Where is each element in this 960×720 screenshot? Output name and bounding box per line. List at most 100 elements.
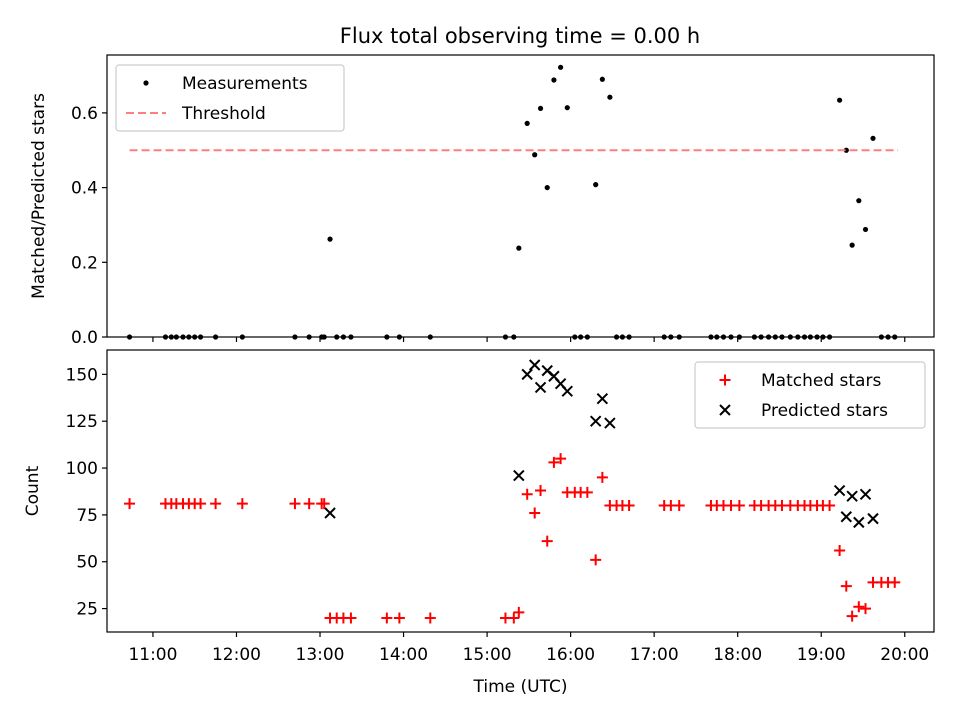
data-point — [541, 535, 553, 547]
data-point — [581, 486, 593, 498]
data-point — [589, 415, 602, 427]
data-point — [867, 512, 879, 525]
legend-label: Measurements — [182, 74, 308, 94]
bottom-axes-frame — [106, 349, 935, 633]
x-tick-label: 17:00 — [630, 645, 679, 665]
y-tick-label: 75 — [76, 506, 98, 526]
legend-marker — [143, 80, 149, 86]
data-point — [195, 498, 207, 510]
data-point — [393, 612, 405, 624]
data-point — [124, 498, 136, 510]
data-point — [834, 544, 846, 556]
x-tick-label: 11:00 — [128, 645, 177, 665]
data-point — [859, 488, 872, 500]
y-tick-label: 50 — [76, 553, 98, 573]
data-point — [564, 105, 570, 111]
data-point — [381, 612, 393, 624]
data-point — [524, 120, 530, 126]
data-point — [862, 226, 869, 233]
x-tick-label: 19:00 — [797, 645, 846, 665]
data-point — [849, 242, 855, 248]
data-point — [596, 471, 608, 483]
data-point — [534, 381, 547, 394]
data-point — [853, 601, 865, 613]
data-point — [557, 64, 564, 70]
x-tick-label: 20:00 — [880, 645, 929, 665]
data-point — [837, 97, 843, 103]
bottom-legend: Matched stars Predicted stars — [694, 361, 926, 429]
data-point — [537, 105, 544, 112]
data-point — [303, 498, 315, 510]
legend-box — [694, 361, 926, 429]
legend-label: Threshold — [181, 104, 266, 124]
data-point — [532, 152, 538, 158]
x-tick-label: 13:00 — [296, 645, 345, 665]
data-point — [607, 94, 613, 100]
y-tick-label: 0.6 — [71, 104, 98, 124]
panel-ratio: 0.0 0.2 0.4 0.6 Matched/Predicted stars Measu… — [29, 54, 935, 348]
y-tick-label: 125 — [66, 412, 98, 432]
data-point — [548, 456, 560, 468]
bottom-y-axis-label: Count — [23, 465, 43, 516]
data-point — [870, 135, 876, 141]
data-point — [555, 453, 567, 465]
y-tick-label: 25 — [76, 600, 98, 620]
data-point — [327, 236, 333, 242]
data-point — [551, 77, 557, 83]
data-point — [324, 507, 336, 519]
y-tick-label: 0.2 — [71, 253, 98, 273]
top-series-measurements — [126, 64, 898, 340]
legend-marker — [719, 374, 731, 386]
data-point — [824, 500, 836, 512]
legend-label: Predicted stars — [761, 401, 888, 421]
data-point — [590, 554, 602, 566]
chart-title: Flux total observing time = 0.00 h — [340, 24, 700, 48]
data-point — [593, 182, 599, 188]
data-point — [289, 498, 301, 510]
data-point — [424, 612, 436, 624]
data-point — [846, 490, 858, 502]
data-point — [516, 245, 522, 251]
legend-box — [115, 64, 345, 132]
data-point — [604, 417, 616, 429]
x-tick-label: 12:00 — [212, 645, 261, 665]
legend-label: Matched stars — [761, 371, 881, 391]
top-y-axis-label: Matched/Predicted stars — [29, 93, 49, 299]
data-point — [508, 612, 520, 624]
top-legend: Measurements Threshold — [115, 64, 345, 132]
data-point — [544, 184, 550, 191]
data-point — [833, 484, 846, 497]
data-point — [856, 198, 862, 204]
data-point — [889, 576, 901, 588]
y-tick-label: 150 — [66, 365, 98, 385]
data-point — [236, 498, 248, 510]
data-point — [561, 385, 573, 397]
x-tick-label: 16:00 — [546, 645, 595, 665]
x-axis-label: Time (UTC) — [473, 677, 568, 697]
panel-counts: 25 50 75 100 125 150 11:00 12:00 13:00 14:00 15:00… — [23, 349, 935, 697]
x-tick-label: 15:00 — [463, 645, 512, 665]
top-axes-frame — [106, 54, 935, 338]
data-point — [210, 498, 222, 510]
data-point — [846, 610, 858, 622]
data-point — [596, 393, 609, 405]
y-tick-label: 100 — [66, 459, 98, 479]
data-point — [513, 606, 525, 618]
x-tick-label: 14:00 — [379, 645, 428, 665]
data-point — [840, 580, 852, 592]
y-tick-label: 0.4 — [71, 179, 98, 199]
data-point — [513, 469, 525, 482]
bottom-series-matched-stars — [124, 453, 901, 624]
data-point — [318, 498, 330, 510]
data-point — [599, 76, 605, 82]
data-point — [528, 359, 541, 371]
data-point — [521, 368, 533, 381]
data-point — [843, 147, 849, 153]
data-point — [673, 500, 685, 512]
data-point — [529, 507, 541, 519]
data-point — [623, 500, 635, 512]
data-point — [535, 485, 547, 497]
x-tick-label: 18:00 — [713, 645, 762, 665]
y-tick-label: 0.0 — [71, 328, 98, 348]
